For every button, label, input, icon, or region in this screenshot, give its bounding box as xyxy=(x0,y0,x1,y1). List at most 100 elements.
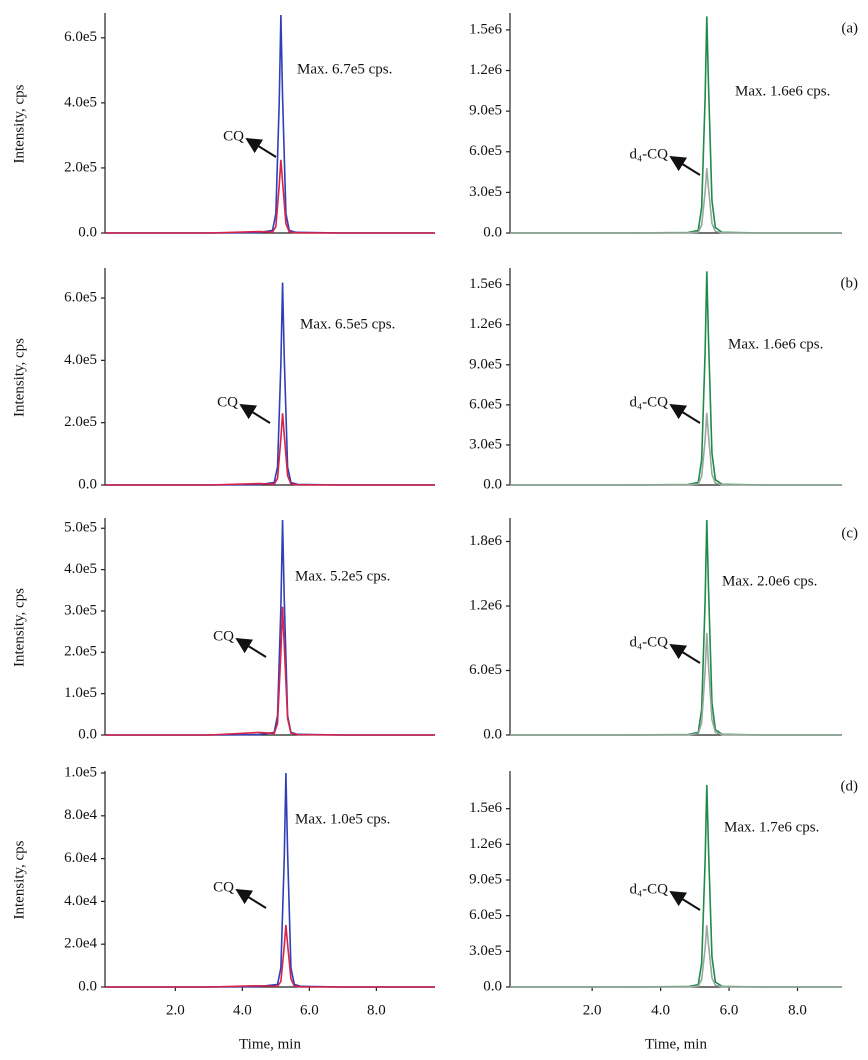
y-tick-label: 0.0 xyxy=(483,726,502,742)
peak-label: CQ xyxy=(213,879,234,895)
y-tick-label: 0.0 xyxy=(483,224,502,240)
chromatogram-line xyxy=(510,784,842,988)
chromatogram-line xyxy=(105,282,435,486)
y-tick-label: 2.0e5 xyxy=(64,644,97,660)
peak-arrow xyxy=(235,637,267,658)
y-tick-label: 6.0e5 xyxy=(469,662,502,678)
y-tick-label: 6.0e4 xyxy=(64,850,97,866)
x-tick-label: 4.0 xyxy=(651,1002,670,1018)
y-axis-label: Intensity, cps xyxy=(11,588,27,667)
max-annotation: Max. 2.0e6 cps. xyxy=(722,573,817,589)
max-annotation: Max. 1.6e6 cps. xyxy=(728,336,823,352)
y-tick-label: 1.5e6 xyxy=(469,21,502,37)
y-tick-label: 1.2e6 xyxy=(469,597,502,613)
max-annotation: Max. 1.7e6 cps. xyxy=(724,819,819,835)
y-tick-label: 3.0e5 xyxy=(64,602,97,618)
panel-label: (a) xyxy=(841,20,858,36)
y-tick-label: 1.0e5 xyxy=(64,685,97,701)
y-tick-label: 6.0e5 xyxy=(469,907,502,923)
y-tick-label: 3.0e5 xyxy=(469,436,502,452)
x-axis-label: Time, min xyxy=(645,1036,707,1052)
x-tick-label: 4.0 xyxy=(233,1002,252,1018)
y-tick-label: 1.8e6 xyxy=(469,533,502,549)
y-tick-label: 1.2e6 xyxy=(469,316,502,332)
y-tick-label: 0.0 xyxy=(78,224,97,240)
chromatogram-line xyxy=(510,519,842,736)
y-tick-label: 0.0 xyxy=(483,978,502,994)
y-tick-label: 1.2e6 xyxy=(469,836,502,852)
y-tick-label: 6.0e5 xyxy=(64,289,97,305)
y-tick-label: 9.0e5 xyxy=(469,871,502,887)
peak-arrow xyxy=(235,888,267,909)
peak-arrow xyxy=(669,155,701,176)
y-tick-label: 2.0e4 xyxy=(64,936,97,952)
y-tick-label: 1.0e5 xyxy=(64,764,97,780)
peak-arrow xyxy=(669,403,701,424)
y-axis-label: Intensity, cps xyxy=(11,338,27,417)
x-tick-label: 2.0 xyxy=(583,1002,602,1018)
chromatogram-line xyxy=(105,772,435,988)
peak-label: CQ xyxy=(217,394,238,410)
max-annotation: Max. 1.0e5 cps. xyxy=(295,811,390,827)
y-tick-label: 3.0e5 xyxy=(469,943,502,959)
panel-label: (d) xyxy=(841,778,859,794)
y-tick-label: 4.0e5 xyxy=(64,94,97,110)
y-tick-label: 4.0e5 xyxy=(64,561,97,577)
y-tick-label: 0.0 xyxy=(78,978,97,994)
y-axis-label: Intensity, cps xyxy=(11,84,27,163)
chromatogram-line xyxy=(105,924,435,988)
chromatogram-line xyxy=(510,167,842,234)
peak-label: CQ xyxy=(213,628,234,644)
y-tick-label: 9.0e5 xyxy=(469,356,502,372)
y-tick-label: 6.0e5 xyxy=(469,143,502,159)
y-axis-label: Intensity, cps xyxy=(11,840,27,919)
y-tick-label: 9.0e5 xyxy=(469,103,502,119)
panel-label: (b) xyxy=(841,275,859,291)
x-tick-label: 6.0 xyxy=(720,1002,739,1018)
y-tick-label: 5.0e5 xyxy=(64,520,97,536)
y-tick-label: 4.0e4 xyxy=(64,893,97,909)
peak-arrow xyxy=(239,403,271,424)
peak-label: d₄-CQ xyxy=(629,634,668,650)
x-tick-label: 6.0 xyxy=(300,1002,319,1018)
y-tick-label: 6.0e5 xyxy=(64,29,97,45)
x-tick-label: 2.0 xyxy=(166,1002,185,1018)
peak-arrow xyxy=(245,137,277,158)
x-tick-label: 8.0 xyxy=(788,1002,807,1018)
chromatogram-line xyxy=(105,14,435,234)
y-tick-label: 1.2e6 xyxy=(469,62,502,78)
y-tick-label: 2.0e5 xyxy=(64,414,97,430)
y-tick-label: 6.0e5 xyxy=(469,396,502,412)
chromatogram-line xyxy=(105,159,435,234)
panel-label: (c) xyxy=(841,525,858,541)
chromatogram-line xyxy=(510,271,842,486)
y-tick-label: 3.0e5 xyxy=(469,184,502,200)
peak-label: d₄-CQ xyxy=(629,881,668,897)
max-annotation: Max. 1.6e6 cps. xyxy=(735,83,830,99)
chromatogram-line xyxy=(105,519,435,736)
x-tick-label: 8.0 xyxy=(367,1002,386,1018)
peak-label: d₄-CQ xyxy=(629,394,668,410)
y-tick-label: 0.0 xyxy=(78,726,97,742)
chromatogram-line xyxy=(510,632,842,736)
peak-label: CQ xyxy=(223,128,244,144)
y-tick-label: 0.0 xyxy=(483,476,502,492)
y-tick-label: 4.0e5 xyxy=(64,352,97,368)
peak-arrow xyxy=(669,890,701,911)
max-annotation: Max. 6.7e5 cps. xyxy=(297,61,392,77)
y-tick-label: 1.5e6 xyxy=(469,276,502,292)
y-tick-label: 0.0 xyxy=(78,476,97,492)
max-annotation: Max. 6.5e5 cps. xyxy=(300,316,395,332)
peak-label: d₄-CQ xyxy=(629,146,668,162)
chromatogram-line xyxy=(510,925,842,988)
max-annotation: Max. 5.2e5 cps. xyxy=(295,568,390,584)
chromatogram-line xyxy=(105,606,435,736)
y-tick-label: 2.0e5 xyxy=(64,159,97,175)
y-tick-label: 1.5e6 xyxy=(469,800,502,816)
chromatogram-line xyxy=(510,412,842,486)
y-tick-label: 8.0e4 xyxy=(64,807,97,823)
chromatogram-line xyxy=(105,413,435,486)
chromatogram-line xyxy=(510,16,842,234)
